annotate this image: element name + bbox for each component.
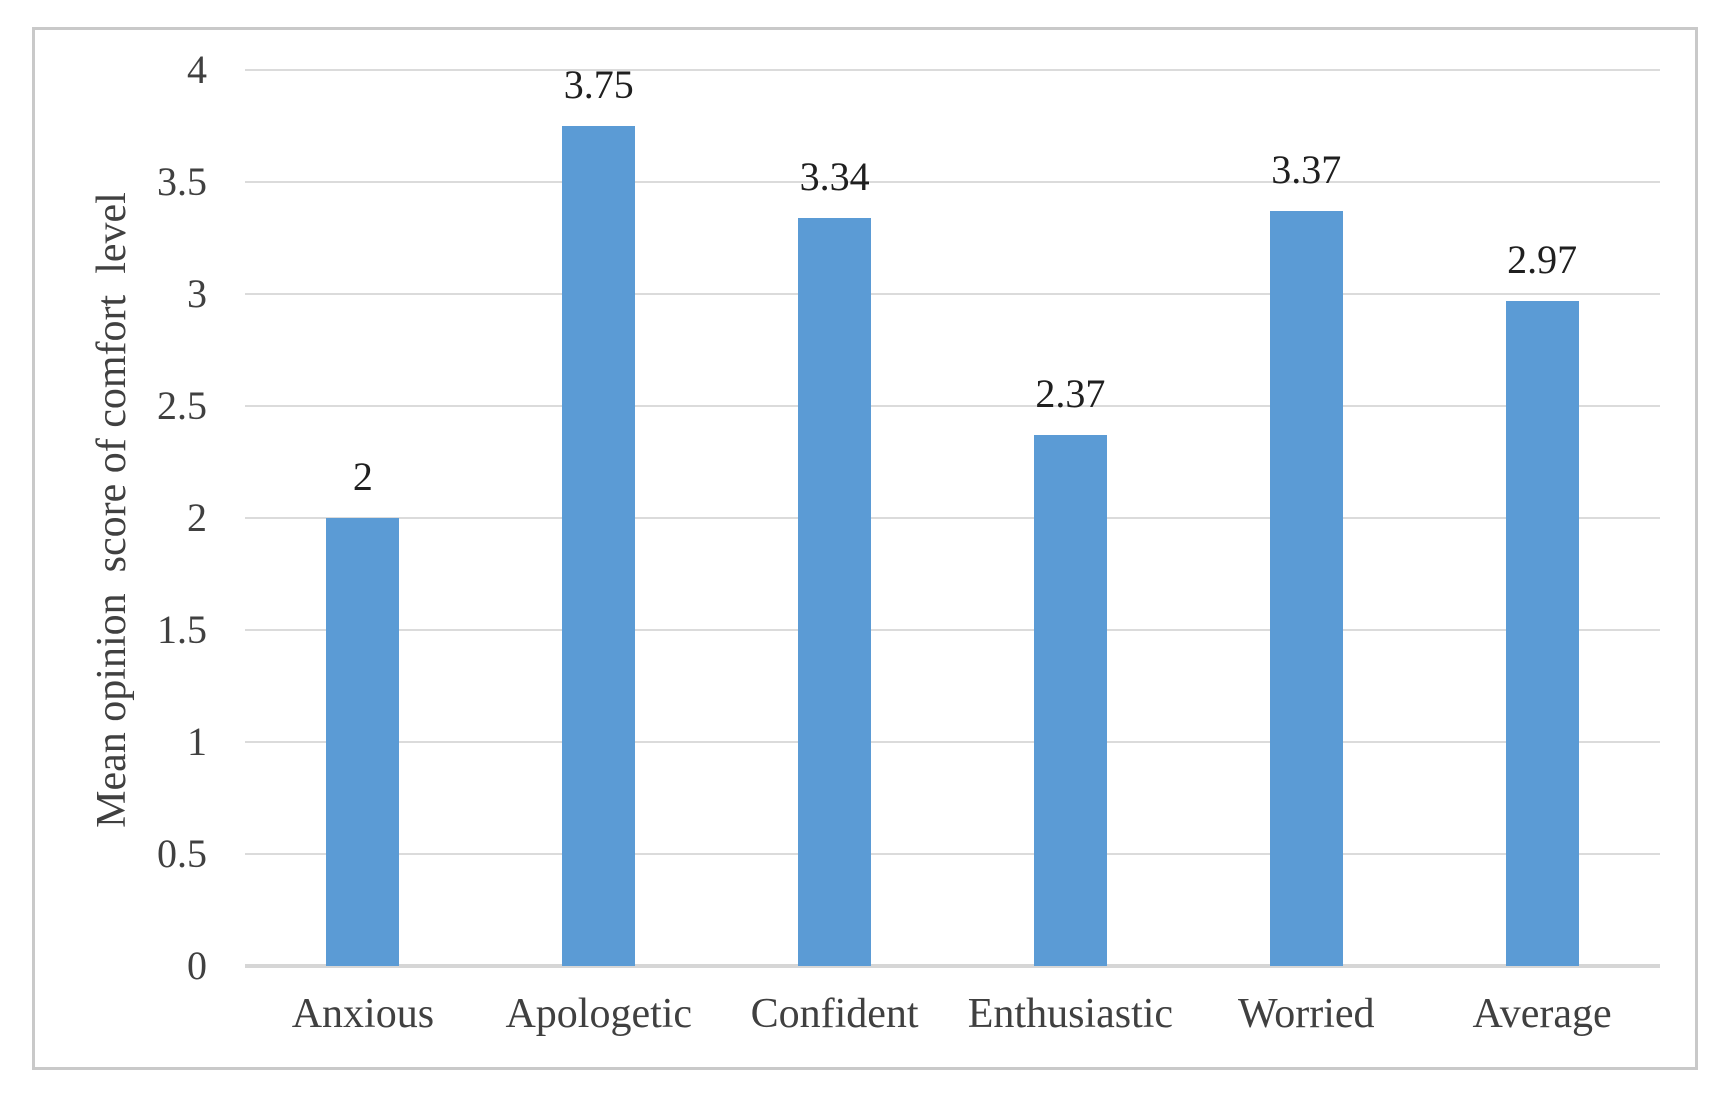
x-axis-category-label: Confident bbox=[750, 991, 919, 1037]
x-axis-category-label: Worried bbox=[1237, 991, 1375, 1037]
bar bbox=[798, 217, 872, 966]
y-axis-tick-label: 4 bbox=[187, 47, 207, 92]
bar-value-label: 2.97 bbox=[1507, 236, 1578, 282]
y-axis-tick-label: 2 bbox=[187, 495, 207, 540]
gridline bbox=[245, 405, 1660, 407]
x-axis-category-label: Average bbox=[1472, 991, 1612, 1037]
y-axis-tick-label: 0.5 bbox=[157, 831, 207, 876]
x-axis-category-label: Apologetic bbox=[505, 991, 693, 1037]
y-axis-tick-label: 1 bbox=[187, 719, 207, 764]
y-axis-tick-label: 3 bbox=[187, 271, 207, 316]
y-axis-tick-label: 0 bbox=[187, 943, 207, 988]
x-axis-baseline bbox=[245, 964, 1660, 968]
y-axis-tick-label: 1.5 bbox=[157, 607, 207, 652]
bar bbox=[1505, 300, 1579, 966]
gridline bbox=[245, 293, 1660, 295]
bar-value-label: 3.37 bbox=[1271, 147, 1342, 193]
bar-value-label: 3.75 bbox=[563, 62, 634, 107]
bar bbox=[1033, 435, 1107, 966]
gridline bbox=[245, 181, 1660, 183]
gridline bbox=[245, 853, 1660, 855]
gridline bbox=[245, 629, 1660, 631]
gridline bbox=[245, 517, 1660, 519]
x-axis-category-label: Enthusiastic bbox=[967, 991, 1174, 1037]
bar-value-label: 2.37 bbox=[1035, 371, 1106, 417]
x-axis-category-label: Anxious bbox=[291, 991, 435, 1037]
bar-value-label: 3.34 bbox=[799, 153, 870, 199]
bar bbox=[1269, 211, 1343, 966]
bar-value-label: 2 bbox=[352, 454, 373, 499]
bar bbox=[326, 518, 400, 966]
gridline bbox=[245, 69, 1660, 71]
gridline bbox=[245, 741, 1660, 743]
y-axis-tick-label: 3.5 bbox=[157, 159, 207, 204]
y-axis-tick-label: 2.5 bbox=[157, 383, 207, 428]
bar bbox=[562, 126, 636, 966]
